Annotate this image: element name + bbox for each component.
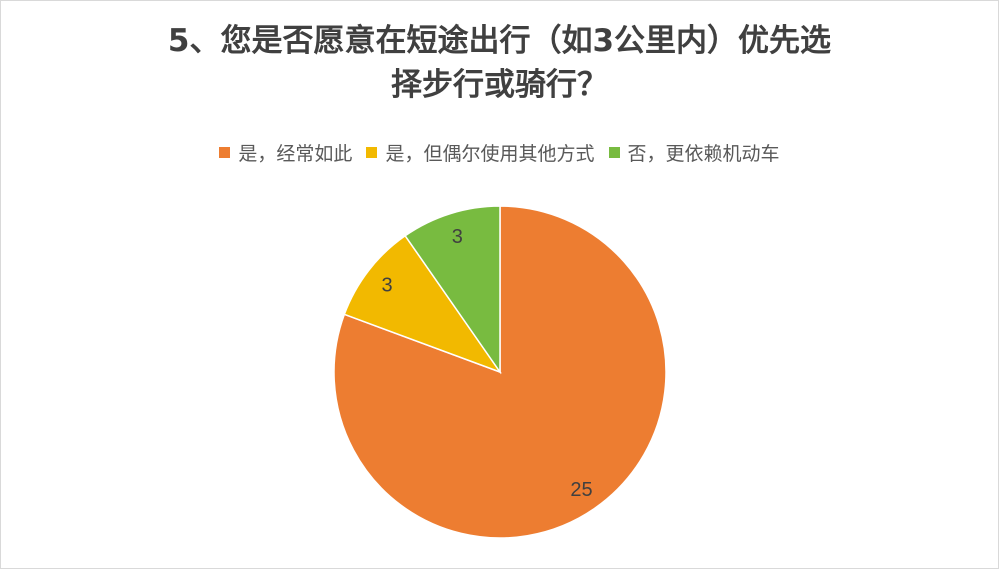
chart-title-line-1: 5、您是否愿意在短途出行（如3公里内）优先选 bbox=[167, 23, 832, 59]
pie-slice-2 bbox=[343, 234, 502, 374]
chart-title: 5、您是否愿意在短途出行（如3公里内）优先选 择步行或骑行？ bbox=[1, 19, 998, 107]
legend-swatch bbox=[219, 147, 231, 158]
legend-label: 否，更依赖机动车 bbox=[627, 143, 780, 165]
legend-item-often: 是，经常如此 bbox=[219, 139, 352, 166]
data-label-3: 3 bbox=[452, 226, 463, 248]
pie-slice-3 bbox=[404, 205, 501, 375]
legend-item-no: 否，更依赖机动车 bbox=[608, 139, 780, 166]
data-label-2: 3 bbox=[382, 275, 393, 297]
legend-item-sometimes: 是，但偶尔使用其他方式 bbox=[366, 139, 595, 166]
legend-swatch bbox=[608, 147, 620, 158]
legend-label: 是，经常如此 bbox=[238, 143, 353, 165]
chart-title-line-2: 择步行或骑行？ bbox=[391, 67, 608, 103]
legend-label: 是，但偶尔使用其他方式 bbox=[385, 143, 595, 165]
legend-swatch bbox=[366, 147, 378, 158]
legend: 是，经常如此 是，但偶尔使用其他方式 否，更依赖机动车 bbox=[1, 139, 998, 166]
data-label-1: 25 bbox=[570, 479, 592, 501]
